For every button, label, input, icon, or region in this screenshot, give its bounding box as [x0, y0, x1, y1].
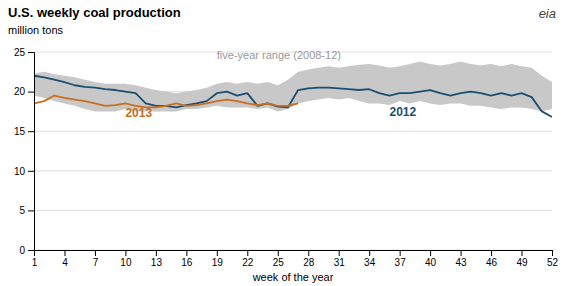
y-tick: 15 — [14, 126, 34, 137]
x-tick: 13 — [151, 250, 163, 268]
x-tick: 43 — [456, 250, 468, 268]
grid — [34, 52, 552, 250]
x-tick: 16 — [181, 250, 193, 268]
x-tick: 34 — [364, 250, 376, 268]
y-tick: 5 — [19, 205, 34, 216]
y-tick-label: 15 — [14, 126, 26, 137]
x-tick: 31 — [334, 250, 346, 268]
x-tick-mark — [522, 250, 523, 256]
y-axis-title: million tons — [8, 24, 64, 36]
x-tick: 37 — [395, 250, 407, 268]
x-tick-mark — [125, 250, 126, 256]
grid-line — [34, 131, 552, 132]
x-tick-mark — [400, 250, 401, 256]
x-tick-label: 40 — [425, 257, 437, 268]
x-tick-mark — [308, 250, 309, 256]
range-label: five-year range (2008-12) — [217, 49, 341, 61]
x-tick-label: 16 — [181, 257, 193, 268]
x-tick-mark — [461, 250, 462, 256]
x-tick-mark — [156, 250, 157, 256]
x-tick-mark — [186, 250, 187, 256]
y-tick: 20 — [14, 86, 34, 97]
x-tick-label: 7 — [93, 257, 99, 268]
y-tick: 10 — [14, 166, 34, 177]
x-tick: 22 — [242, 250, 254, 268]
x-axis-line — [35, 251, 553, 257]
x-tick-label: 49 — [516, 257, 528, 268]
x-tick-label: 10 — [120, 257, 132, 268]
x-tick-label: 46 — [486, 257, 498, 268]
x-tick-label: 34 — [364, 257, 376, 268]
x-tick-label: 1 — [32, 257, 38, 268]
x-tick-mark — [430, 250, 431, 256]
y-tick-label: 5 — [19, 205, 25, 216]
x-tick-mark — [217, 250, 218, 256]
series-line — [34, 76, 552, 117]
x-tick: 4 — [62, 250, 68, 268]
x-tick: 28 — [303, 250, 315, 268]
x-tick: 10 — [120, 250, 132, 268]
y-axis: 0 5 10 15 20 25 — [14, 47, 35, 256]
y-tick-label: 10 — [14, 166, 26, 177]
x-tick-mark — [64, 250, 65, 256]
x-tick-label: 22 — [242, 257, 254, 268]
x-tick-label: 19 — [212, 257, 224, 268]
x-tick-label: 25 — [273, 257, 285, 268]
annotations: 2013 2012 five-year range (2008-12) eia — [125, 6, 556, 120]
x-tick: 52 — [547, 250, 559, 268]
y-tick: 25 — [14, 47, 34, 58]
x-tick-label: 28 — [303, 257, 315, 268]
plot-area — [34, 62, 552, 117]
x-tick-mark — [95, 250, 96, 256]
x-axis-title: week of the year — [252, 271, 334, 283]
x-tick-label: 52 — [547, 257, 559, 268]
range-area — [34, 62, 552, 112]
x-tick-mark — [369, 250, 370, 256]
title: U.S. weekly coal production — [8, 5, 181, 20]
x-tick: 40 — [425, 250, 437, 268]
x-tick: 7 — [93, 250, 99, 268]
x-tick: 19 — [212, 250, 224, 268]
x-tick-label: 43 — [456, 257, 468, 268]
y-tick-mark — [28, 171, 34, 172]
x-tick-mark — [278, 250, 279, 256]
x-tick-mark — [491, 250, 492, 256]
y-axis-line — [28, 53, 35, 251]
x-tick: 25 — [273, 250, 285, 268]
y-tick-mark — [28, 131, 34, 132]
y-tick-label: 25 — [14, 47, 26, 58]
x-tick-label: 31 — [334, 257, 346, 268]
logo-text: eia — [539, 6, 556, 21]
x-axis: 1 4 7 10 13 16 19 22 25 28 31 34 37 40 43 46 49 52 — [32, 250, 559, 268]
x-tick-mark — [552, 250, 553, 256]
x-tick-mark — [247, 250, 248, 256]
y-tick: 0 — [19, 245, 34, 256]
series-label: 2013 — [125, 106, 152, 120]
x-tick-label: 4 — [62, 257, 68, 268]
y-tick-mark — [28, 250, 34, 251]
x-tick-label: 13 — [151, 257, 163, 268]
grid-line — [34, 210, 552, 211]
x-tick: 1 — [32, 250, 38, 268]
y-tick-mark — [28, 210, 34, 211]
x-tick: 49 — [516, 250, 528, 268]
series-label: 2012 — [389, 105, 416, 119]
x-tick-label: 37 — [395, 257, 407, 268]
y-tick-mark — [28, 92, 34, 93]
y-tick-label: 20 — [14, 86, 26, 97]
x-tick: 46 — [486, 250, 498, 268]
series-line — [34, 96, 298, 108]
x-tick-mark — [339, 250, 340, 256]
y-tick-mark — [28, 52, 34, 53]
grid-line — [34, 170, 552, 171]
chart: 1 4 7 10 13 16 19 22 25 28 31 34 37 40 43 46 49 52 0 5 10 15 2… — [0, 0, 568, 286]
y-tick-label: 0 — [19, 245, 25, 256]
